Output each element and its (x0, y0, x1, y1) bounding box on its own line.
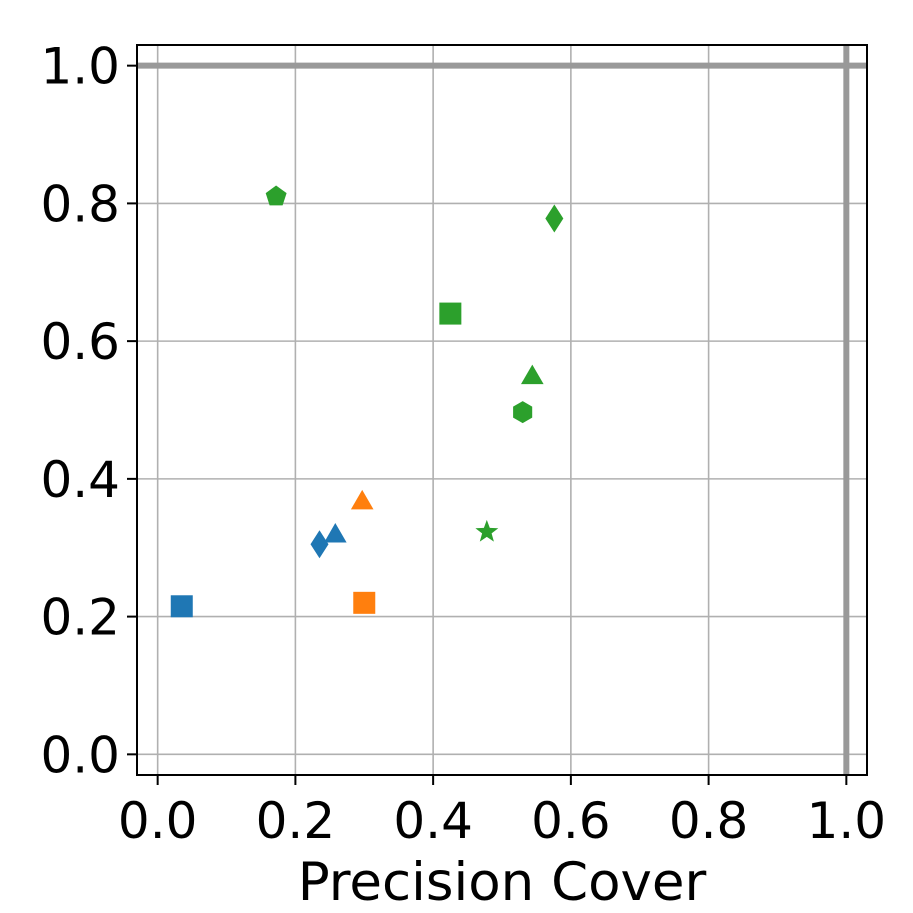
ticks: 0.0 0.2 0.4 0.6 0.8 1.0 0.0 0.2 0.4 0.6 0.8 1.0 (40, 38, 886, 850)
y-tick-label-2: 0.4 (40, 451, 120, 509)
grid (137, 45, 867, 775)
data-point-0-1-diamond (310, 530, 329, 559)
axes-frame (136, 44, 868, 776)
y-tick-label-5: 1.0 (40, 38, 120, 96)
data-point-2-3-triangle (521, 364, 544, 385)
data-markers (170, 185, 564, 618)
y-tick-label-3: 0.6 (40, 313, 120, 371)
x-tick-label-2: 0.4 (393, 792, 473, 850)
x-tick-label-3: 0.6 (531, 792, 611, 850)
x-tick-label-5: 1.0 (807, 792, 887, 850)
data-point-2-5-star (475, 519, 499, 542)
data-point-0-0-square (170, 595, 193, 618)
data-point-2-2-square (439, 302, 462, 325)
x-axis-label: Precision Cover (298, 852, 707, 913)
x-tick-label-1: 0.2 (256, 792, 336, 850)
data-point-1-0-triangle (350, 489, 374, 510)
data-point-2-1-diamond (545, 204, 564, 233)
y-tick-label-4: 0.8 (40, 175, 120, 233)
x-tick-label-0: 0.0 (118, 792, 198, 850)
data-point-2-4-hexagon (513, 401, 533, 424)
data-point-0-2-triangle (324, 523, 347, 543)
data-point-2-0-pentagon (265, 185, 287, 206)
reference-lines (137, 45, 867, 775)
x-tick-label-4: 0.8 (669, 792, 749, 850)
data-point-1-1-square (353, 591, 376, 614)
y-tick-label-0: 0.0 (40, 726, 120, 784)
y-tick-label-1: 0.2 (40, 589, 120, 647)
